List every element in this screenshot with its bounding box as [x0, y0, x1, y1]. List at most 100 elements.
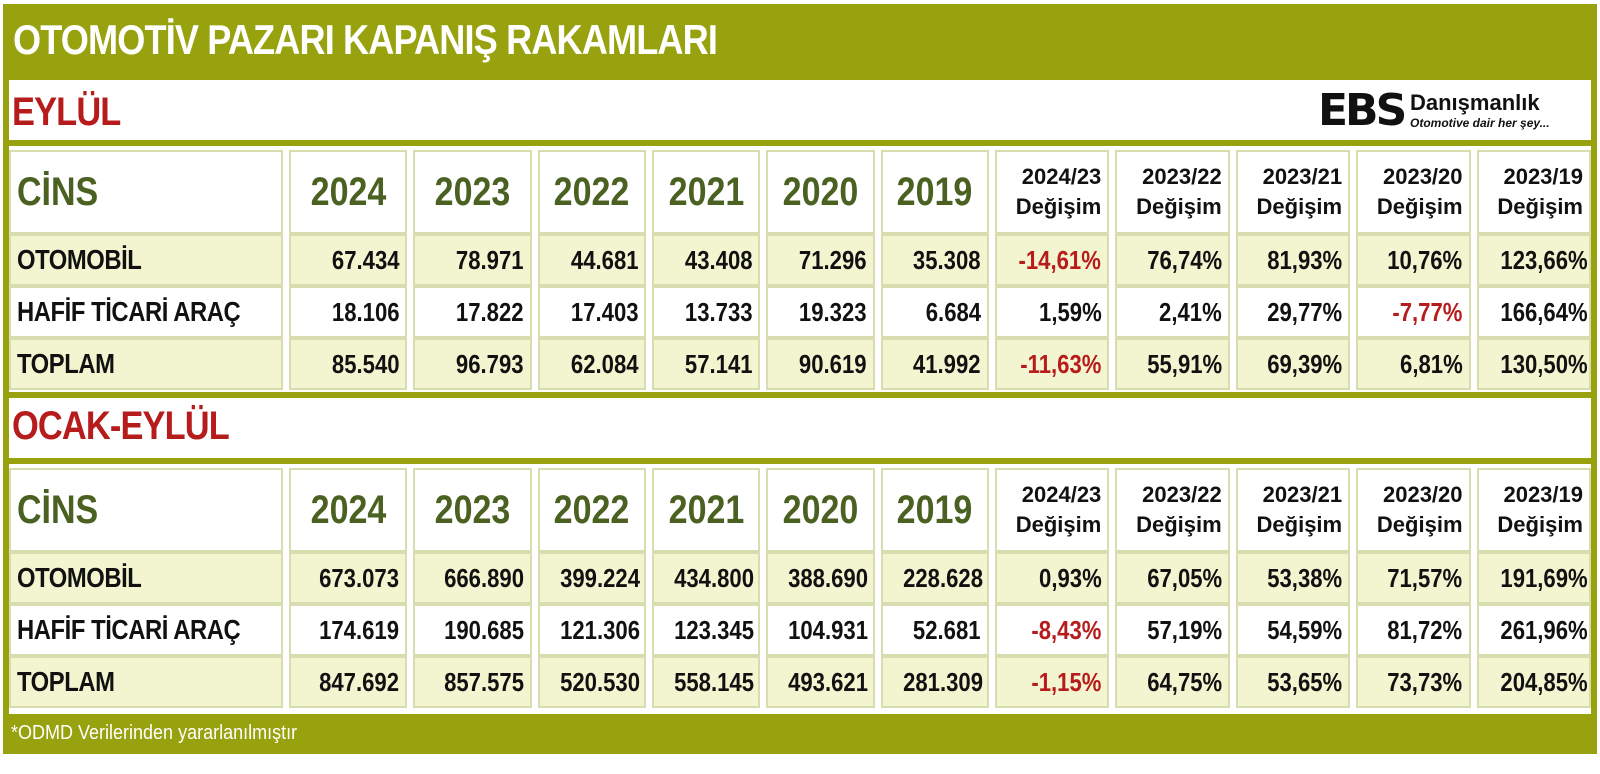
value-cell: 857.575 [413, 656, 532, 708]
value-cell: 17.403 [537, 286, 647, 338]
change-cell: 53,38% [1235, 552, 1351, 604]
ebs-logo: EBS Danışmanlık Otomotive dair her şey..… [1318, 88, 1582, 134]
value-text: 434.800 [674, 562, 755, 593]
value-text: 19.323 [799, 296, 867, 327]
row-label-text: HAFİF TİCARİ ARAÇ [17, 296, 241, 327]
value-cell: 19.323 [766, 286, 875, 338]
value-cell: 62.084 [537, 338, 647, 390]
change-cell: 81,93% [1235, 234, 1351, 286]
change-cell: 204,85% [1476, 656, 1591, 708]
table-row: TOPLAM 847.692 857.575 520.530 558.145 493.62… [9, 656, 1591, 708]
column-header-change: 2023/22 Değişim [1115, 468, 1230, 552]
change-text: 2,41% [1159, 296, 1222, 327]
row-label-text: OTOMOBİL [17, 562, 142, 593]
change-cell: 64,75% [1115, 656, 1230, 708]
change-text: -7,77% [1392, 296, 1463, 327]
change-cell: 67,05% [1115, 552, 1230, 604]
column-header-change: 2023/19 Değişim [1476, 150, 1591, 234]
change-text: 1,59% [1038, 296, 1102, 327]
value-cell: 43.408 [652, 234, 761, 286]
section-title-ocak-eylul: OCAK-EYLÜL [12, 404, 230, 448]
ocak-eylul-table: CİNS 2024 2023 2022 2021 2020 2019 2024/23 Değiş… [3, 468, 1597, 708]
value-cell: 121.306 [537, 604, 647, 656]
table-row: TOPLAM 85.540 96.793 62.084 57.141 90.619 41.9… [9, 338, 1591, 390]
column-header-year: 2024 [288, 150, 408, 234]
change-cell: 81,72% [1356, 604, 1471, 656]
column-header-year: 2022 [537, 150, 647, 234]
change-cell: 71,57% [1356, 552, 1471, 604]
year-label: 2021 [668, 169, 744, 214]
value-text: 666.890 [443, 562, 524, 593]
column-header-change: 2023/22 Değişim [1115, 150, 1230, 234]
value-text: 43.408 [684, 244, 753, 275]
value-text: 558.145 [674, 666, 755, 697]
divider [3, 392, 1597, 398]
value-cell: 847.692 [288, 656, 408, 708]
value-cell: 281.309 [880, 656, 989, 708]
change-text: 29,77% [1267, 296, 1343, 327]
year-label: 2024 [310, 487, 386, 532]
row-label-text: HAFİF TİCARİ ARAÇ [17, 614, 241, 645]
year-label: 2024 [310, 169, 386, 214]
value-text: 673.073 [319, 562, 400, 593]
change-text: 55,91% [1146, 348, 1222, 379]
change-text: 10,76% [1387, 244, 1463, 275]
row-label-text: OTOMOBİL [17, 244, 142, 275]
value-text: 493.621 [788, 666, 869, 697]
logo-tagline: Otomotive dair her şey... [1410, 116, 1550, 130]
column-header-year: 2022 [537, 468, 647, 552]
change-label: Değişim [1376, 194, 1463, 219]
value-text: 13.733 [684, 296, 753, 327]
value-cell: 174.619 [288, 604, 408, 656]
value-text: 17.822 [456, 296, 524, 327]
row-label-text: TOPLAM [17, 666, 115, 697]
value-text: 41.992 [913, 348, 981, 379]
value-text: 281.309 [902, 666, 983, 697]
change-label: Değişim [1015, 194, 1102, 219]
change-text: 53,38% [1267, 562, 1343, 593]
page-title: OTOMOTİV PAZARI KAPANIŞ RAKAMLARI [13, 16, 718, 63]
header-row: CİNS 2024 2023 2022 2021 2020 2019 2024/23 Değiş… [9, 150, 1591, 234]
title-banner: OTOMOTİV PAZARI KAPANIŞ RAKAMLARI [3, 4, 1597, 80]
value-text: 57.141 [684, 348, 753, 379]
change-cell: -8,43% [994, 604, 1110, 656]
value-cell: 41.992 [880, 338, 989, 390]
eylul-table: CİNS 2024 2023 2022 2021 2020 2019 2024/23 Değiş… [3, 150, 1597, 390]
column-header-cins: CİNS [9, 150, 283, 234]
column-header-year: 2021 [652, 468, 761, 552]
value-text: 17.403 [570, 296, 639, 327]
change-text: 6,81% [1399, 348, 1463, 379]
change-label: Değişim [1256, 512, 1343, 537]
value-cell: 96.793 [413, 338, 532, 390]
change-period: 2024/23 [1021, 482, 1102, 507]
change-label: Değişim [1376, 512, 1463, 537]
change-cell: 166,64% [1476, 286, 1591, 338]
value-text: 90.619 [799, 348, 867, 379]
change-cell: -1,15% [994, 656, 1110, 708]
row-label: HAFİF TİCARİ ARAÇ [9, 604, 283, 656]
value-text: 85.540 [331, 348, 400, 379]
column-header-change: 2023/20 Değişim [1356, 468, 1471, 552]
divider [3, 140, 1597, 146]
column-header-year: 2023 [413, 150, 532, 234]
value-cell: 18.106 [288, 286, 408, 338]
table-row: OTOMOBİL 673.073 666.890 399.224 434.800 388.… [9, 552, 1591, 604]
change-cell: 57,19% [1115, 604, 1230, 656]
change-text: 76,74% [1146, 244, 1222, 275]
change-period: 2023/21 [1262, 482, 1343, 507]
change-text: 57,19% [1146, 614, 1222, 645]
column-header-change: 2024/23 Değişim [994, 468, 1110, 552]
value-cell: 67.434 [288, 234, 408, 286]
column-header-year: 2024 [288, 468, 408, 552]
footer-bar: *ODMD Verilerinden yararlanılmıştır [3, 714, 1597, 754]
year-label: 2020 [782, 169, 859, 214]
value-cell: 17.822 [413, 286, 532, 338]
change-text: -8,43% [1031, 614, 1102, 645]
change-label: Değişim [1256, 194, 1343, 219]
value-text: 96.793 [456, 348, 524, 379]
row-label: HAFİF TİCARİ ARAÇ [9, 286, 283, 338]
change-cell: -14,61% [994, 234, 1110, 286]
value-cell: 388.690 [766, 552, 875, 604]
table-row: OTOMOBİL 67.434 78.971 44.681 43.408 71.296 35… [9, 234, 1591, 286]
row-label-text: TOPLAM [17, 348, 115, 379]
